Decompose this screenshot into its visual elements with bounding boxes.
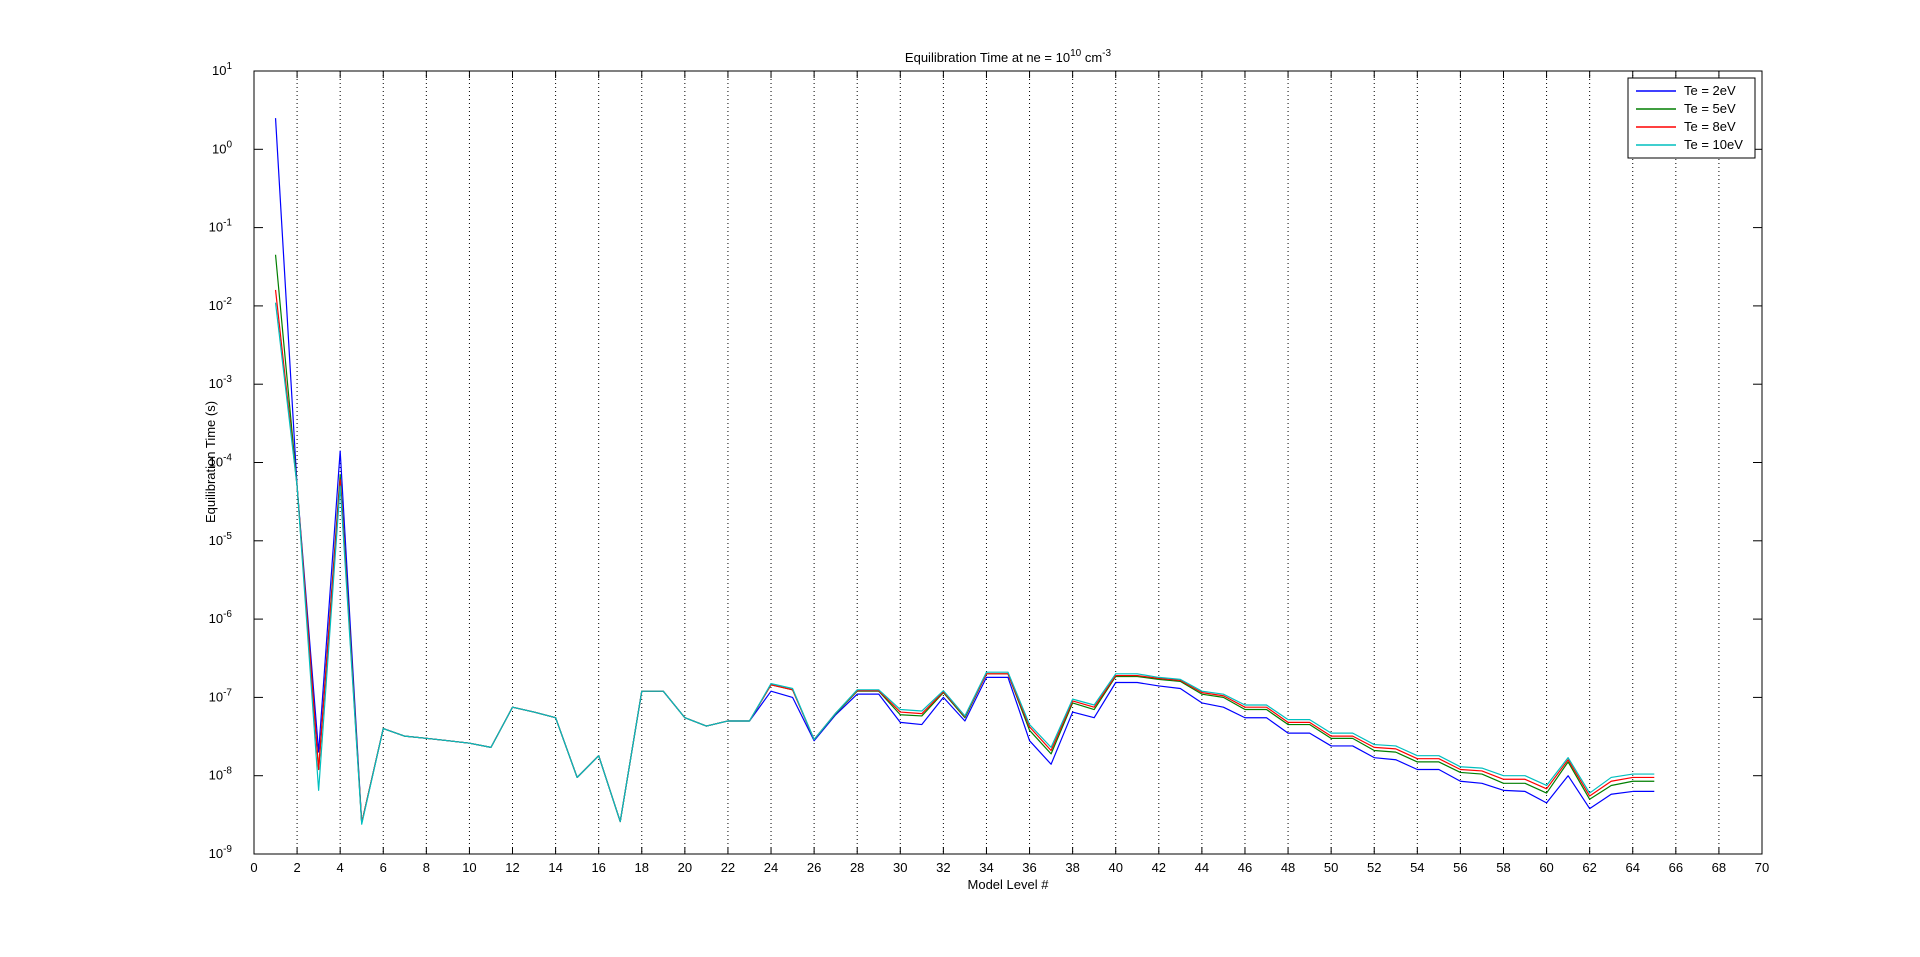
x-tick-label: 34 xyxy=(979,860,993,875)
x-tick-label: 28 xyxy=(850,860,864,875)
y-tick-label: 100 xyxy=(212,139,232,156)
x-tick-label: 14 xyxy=(548,860,562,875)
y-tick-label: 10-9 xyxy=(209,844,233,861)
x-tick-label: 18 xyxy=(635,860,649,875)
x-tick-label: 2 xyxy=(293,860,300,875)
title-unit-exponent: -3 xyxy=(1102,48,1111,59)
y-tick-labels: 10-9 10-8 10-7 10-6 10-5 10-4 10-3 10-2 10-1 100 1… xyxy=(209,61,233,861)
x-tick-label: 46 xyxy=(1238,860,1252,875)
y-tick-label: 101 xyxy=(212,61,232,78)
x-tick-label: 12 xyxy=(505,860,519,875)
legend-label: Te = 2eV xyxy=(1684,83,1736,98)
x-tick-label: 66 xyxy=(1669,860,1683,875)
x-tick-label: 56 xyxy=(1453,860,1467,875)
x-tick-label: 0 xyxy=(250,860,257,875)
x-tick-label: 64 xyxy=(1626,860,1640,875)
x-tick-label: 20 xyxy=(678,860,692,875)
x-tick-label: 26 xyxy=(807,860,821,875)
chart-title: Equilibration Time at ne = 1010 cm-3 xyxy=(905,48,1112,65)
legend-label: Te = 10eV xyxy=(1684,137,1743,152)
x-tick-label: 58 xyxy=(1496,860,1510,875)
y-tick-label: 10-7 xyxy=(209,687,233,704)
x-tick-labels: 0 2 4 6 8 10 12 14 16 18 20 22 24 26 28 30 32 34 36 38 40 42 4… xyxy=(250,860,1769,875)
x-tick-label: 42 xyxy=(1152,860,1166,875)
legend: Te = 2eV Te = 5eV Te = 8eV Te = 10eV xyxy=(1627,77,1756,159)
y-tick-label: 10-8 xyxy=(209,766,233,783)
y-tick-label: 10-5 xyxy=(209,531,233,548)
series-line-4 xyxy=(274,302,1655,825)
x-tick-label: 30 xyxy=(893,860,907,875)
y-tick-label: 10-6 xyxy=(209,609,233,626)
x-tick-label: 6 xyxy=(380,860,387,875)
legend-label: Te = 8eV xyxy=(1684,119,1736,134)
x-tick-label: 68 xyxy=(1712,860,1726,875)
x-tick-label: 16 xyxy=(591,860,605,875)
series-lines xyxy=(274,118,1655,825)
y-tick-label: 10-4 xyxy=(209,453,233,470)
x-tick-label: 60 xyxy=(1539,860,1553,875)
x-tick-label: 8 xyxy=(423,860,430,875)
legend-entries: Te = 2eV Te = 5eV Te = 8eV Te = 10eV xyxy=(1636,83,1743,152)
axis-ticks xyxy=(253,70,1763,855)
y-tick-label: 10-2 xyxy=(209,296,233,313)
plot-area xyxy=(254,71,1762,854)
title-main: Equilibration Time at ne = 10 xyxy=(905,50,1070,65)
grid-lines xyxy=(296,71,1720,854)
x-tick-label: 62 xyxy=(1582,860,1596,875)
y-axis-label: Equilibration Time (s) xyxy=(203,401,218,523)
x-tick-label: 52 xyxy=(1367,860,1381,875)
title-unit: cm xyxy=(1085,50,1102,65)
x-tick-label: 40 xyxy=(1108,860,1122,875)
x-tick-label: 70 xyxy=(1755,860,1769,875)
x-tick-label: 48 xyxy=(1281,860,1295,875)
y-tick-label: 10-3 xyxy=(209,374,233,391)
x-tick-label: 32 xyxy=(936,860,950,875)
x-tick-label: 10 xyxy=(462,860,476,875)
x-tick-label: 36 xyxy=(1022,860,1036,875)
y-tick-label: 10-1 xyxy=(209,218,233,235)
legend-label: Te = 5eV xyxy=(1684,101,1736,116)
x-tick-label: 44 xyxy=(1195,860,1209,875)
x-tick-label: 38 xyxy=(1065,860,1079,875)
x-tick-label: 4 xyxy=(337,860,344,875)
title-exponent: 10 xyxy=(1070,48,1082,59)
x-tick-label: 50 xyxy=(1324,860,1338,875)
x-axis-label: Model Level # xyxy=(968,877,1050,892)
x-tick-label: 54 xyxy=(1410,860,1424,875)
x-tick-label: 22 xyxy=(721,860,735,875)
x-tick-label: 24 xyxy=(764,860,778,875)
